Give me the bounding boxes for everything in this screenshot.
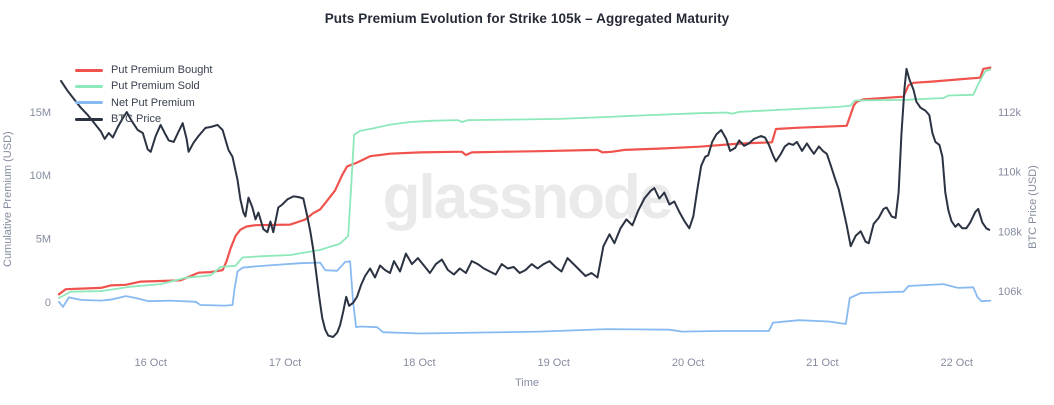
x-tick: 16 Oct — [134, 357, 166, 369]
y-right-tick: 108k — [998, 226, 1022, 238]
legend-swatch — [75, 117, 103, 121]
x-tick: 17 Oct — [269, 357, 301, 369]
x-axis-title: Time — [514, 377, 540, 389]
y-right-tick: 110k — [998, 167, 1022, 179]
series-line-put-premium-sold — [58, 68, 992, 299]
y-right-tick: 112k — [998, 107, 1022, 119]
y-right-tick: 106k — [998, 286, 1022, 298]
legend-label: BTC Price — [111, 113, 162, 126]
y-left-tick: 5M — [36, 234, 51, 246]
legend-item-net-put-premium: Net Put Premium — [75, 95, 213, 111]
legend-label: Net Put Premium — [111, 96, 195, 109]
chart-title: Puts Premium Evolution for Strike 105k –… — [324, 11, 730, 26]
legend-label: Put Premium Bought — [111, 64, 213, 77]
x-tick: 21 Oct — [806, 357, 838, 369]
legend-item-btc-price: BTC Price — [75, 111, 213, 127]
legend-swatch — [75, 101, 103, 105]
legend-swatch — [75, 68, 103, 72]
x-tick: 18 Oct — [403, 357, 435, 369]
series-line-put-premium-bought — [57, 66, 992, 296]
legend-item-put-premium-bought: Put Premium Bought — [75, 62, 213, 78]
x-tick: 22 Oct — [941, 357, 973, 369]
x-tick: 19 Oct — [538, 357, 570, 369]
legend: Put Premium Bought Put Premium Sold Net Pu… — [75, 62, 213, 127]
legend-label: Put Premium Sold — [111, 80, 200, 93]
x-tick: 20 Oct — [672, 357, 704, 369]
legend-swatch — [75, 84, 103, 88]
y-left-tick: 10M — [30, 170, 51, 182]
series-line-btc-price — [60, 67, 991, 338]
legend-item-put-premium-sold: Put Premium Sold — [75, 78, 213, 94]
y-left-tick: 15M — [30, 107, 51, 119]
series-line-net-put-premium — [58, 260, 992, 335]
y-left-tick: 0 — [45, 297, 51, 309]
